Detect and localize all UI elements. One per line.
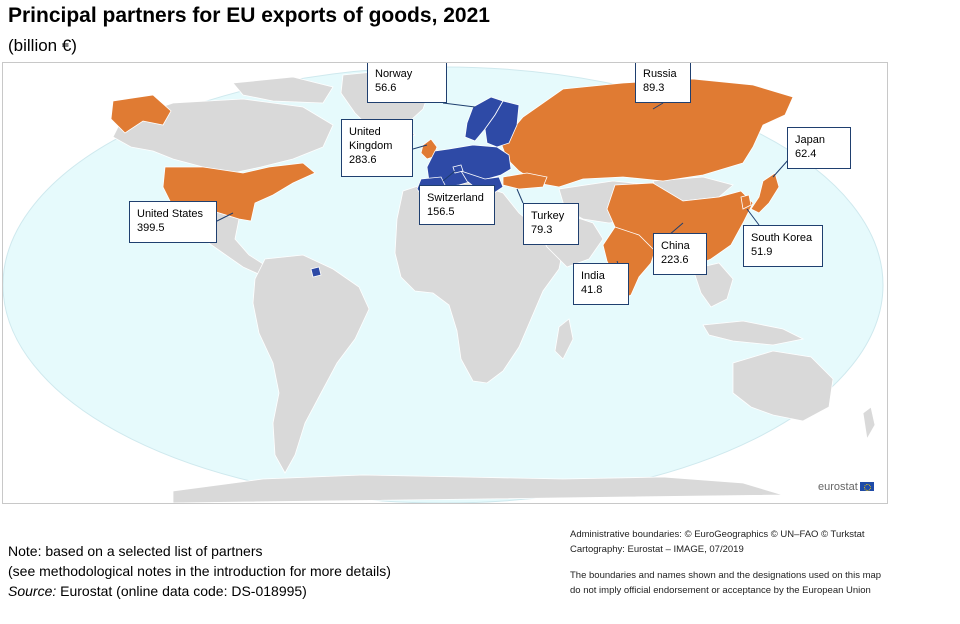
callout-switzerland-country: Switzerland <box>427 192 484 204</box>
callout-south-korea: South Korea 51.9 <box>743 225 823 267</box>
eurostat-logo: eurostat <box>818 481 874 493</box>
callout-russia: Russia 89.3 <box>635 63 691 103</box>
callout-turkey: Turkey 79.3 <box>523 203 579 245</box>
pointer-russia <box>652 102 664 110</box>
eurostat-logo-text: eurostat <box>818 481 858 493</box>
pointer-united-kingdom <box>412 144 428 150</box>
pointer-norway <box>442 102 476 108</box>
credits-line-1: Administrative boundaries: © EuroGeograp… <box>570 529 865 540</box>
land-south-america <box>252 254 370 474</box>
map-canvas <box>3 66 884 503</box>
pointer-switzerland <box>442 170 456 182</box>
source-line: Source: Eurostat (online data code: DS-0… <box>8 581 391 601</box>
region-sweden-finland <box>484 100 520 148</box>
pointer-south-korea <box>746 208 760 226</box>
callout-turkey-country: Turkey <box>531 210 565 222</box>
callout-uk-value: 283.6 <box>349 154 377 166</box>
callout-japan-value: 62.4 <box>795 148 817 160</box>
callout-china: China 223.6 <box>653 233 707 275</box>
land-madagascar <box>554 318 574 360</box>
callout-russia-value: 89.3 <box>643 82 665 94</box>
land-canada <box>112 98 334 174</box>
credits-line-3: The boundaries and names shown and the d… <box>570 570 882 581</box>
region-south-korea <box>740 194 752 210</box>
eu-flag-icon <box>859 482 874 491</box>
region-french-guiana <box>310 266 322 278</box>
region-turkey <box>502 172 548 190</box>
credits-line-2: Cartography: Eurostat – IMAGE, 07/2019 <box>570 543 744 555</box>
callout-uk-line2: Kingdom <box>349 140 393 152</box>
callout-india-country: India <box>581 270 605 282</box>
callout-us-value: 399.5 <box>137 222 165 234</box>
callout-south-korea-value: 51.9 <box>751 246 773 258</box>
region-japan <box>750 172 780 214</box>
callout-uk-line1: United <box>349 126 381 138</box>
land-australia <box>732 350 834 422</box>
note-line-1: Note: based on a selected list of partne… <box>8 543 263 559</box>
callout-india: India 41.8 <box>573 263 629 305</box>
callout-us-country: United States <box>137 208 204 220</box>
callout-norway: Norway 56.6 <box>367 63 447 103</box>
source-label: Source: <box>8 583 57 599</box>
callout-japan: Japan 62.4 <box>787 127 851 169</box>
land-indonesia <box>702 320 805 346</box>
land-africa <box>394 180 564 384</box>
land-new-zealand <box>862 406 876 441</box>
note-line-2: (see methodological notes in the introdu… <box>8 563 391 579</box>
credits-block: Administrative boundaries: © EuroGeograp… <box>570 528 881 598</box>
callout-china-value: 223.6 <box>661 254 689 266</box>
credits-line-4: do not imply official endorsement or acc… <box>570 584 871 596</box>
callout-norway-value: 56.6 <box>375 82 397 94</box>
pointer-japan <box>772 158 790 178</box>
callout-switzerland: Switzerland 156.5 <box>419 185 495 225</box>
callout-united-states: United States 399.5 <box>129 201 217 243</box>
region-india <box>602 226 656 300</box>
land-antarctica <box>172 474 784 503</box>
callout-russia-country: Russia <box>643 68 677 80</box>
callout-norway-country: Norway <box>375 68 413 80</box>
callout-india-value: 41.8 <box>581 284 603 296</box>
pointer-turkey <box>516 188 524 204</box>
land-arctic-islands <box>232 76 334 104</box>
region-alaska <box>110 94 172 134</box>
map-subtitle: (billion €) <box>8 36 77 55</box>
callout-south-korea-country: South Korea <box>751 232 813 244</box>
world-map: Norway 56.6 Russia 89.3 United Kingdom 2… <box>2 62 888 504</box>
callout-turkey-value: 79.3 <box>531 224 553 236</box>
map-title: Principal partners for EU exports of goo… <box>8 4 490 27</box>
callout-china-country: China <box>661 240 690 252</box>
callout-japan-country: Japan <box>795 134 825 146</box>
callout-switzerland-value: 156.5 <box>427 206 455 218</box>
note-block: Note: based on a selected list of partne… <box>8 541 391 601</box>
callout-united-kingdom: United Kingdom 283.6 <box>341 119 413 177</box>
source-text: Eurostat (online data code: DS-018995) <box>56 583 307 599</box>
